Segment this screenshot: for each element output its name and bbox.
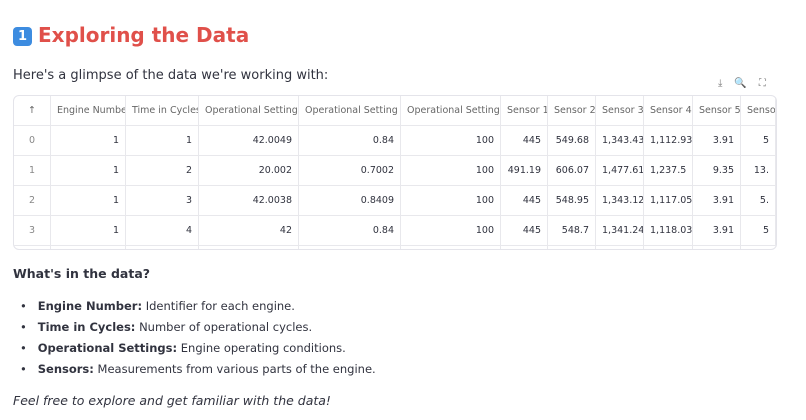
row-index: 4	[14, 246, 51, 249]
bullet-item: • Sensors: Measurements from various par…	[20, 362, 376, 376]
table-cell: 1,118.03	[644, 216, 693, 246]
table-cell: 1,341.24	[596, 216, 644, 246]
row-index: 1	[14, 156, 51, 186]
row-index: 3	[14, 216, 51, 246]
table-cell: 1,237.5	[644, 156, 693, 186]
bullet-label: Time in Cycles:	[37, 320, 136, 334]
column-header[interactable]: Sensor 2	[548, 96, 596, 126]
table-cell: 42.0038	[199, 186, 299, 216]
table-cell: 1,033.59	[644, 246, 693, 249]
table-cell: 3.91	[693, 126, 741, 156]
table-cell: 5	[741, 126, 776, 156]
column-header[interactable]: Operational Setting 1	[199, 96, 299, 126]
table-cell: 1	[51, 156, 126, 186]
bullet-label: Sensors:	[37, 362, 94, 376]
column-header[interactable]: Sensor 4	[644, 96, 693, 126]
table-cell: 445	[501, 126, 548, 156]
table-cell: 0.6207	[299, 246, 401, 249]
table-cell: 1,343.12	[596, 186, 644, 216]
table-cell: 5	[741, 216, 776, 246]
table-cell: 1	[51, 246, 126, 249]
table-cell: 3.91	[693, 216, 741, 246]
bullet-text: Number of operational cycles.	[139, 320, 313, 334]
table-cell: 1,117.05	[644, 186, 693, 216]
table-cell: 1	[51, 216, 126, 246]
table-cell: 42.0049	[199, 126, 299, 156]
column-header[interactable]: Operational Setting 3	[401, 96, 501, 126]
table-cell: 549.68	[548, 126, 596, 156]
column-header[interactable]: Sensor 1	[501, 96, 548, 126]
column-header[interactable]: Sensor 3	[596, 96, 644, 126]
heading-icon: 1	[13, 27, 32, 46]
heading-title: Exploring the Data	[38, 23, 250, 47]
table-cell: 2	[126, 156, 199, 186]
table-cell: 536.1	[548, 246, 596, 249]
table-cell: 1	[126, 126, 199, 156]
column-header[interactable]: Time in Cycles	[126, 96, 199, 126]
table-cell: 100	[401, 156, 501, 186]
table-cell: 1,112.93	[644, 126, 693, 156]
table-cell: 548.95	[548, 186, 596, 216]
table-cell: 3	[126, 186, 199, 216]
table-cell: 491.19	[501, 156, 548, 186]
column-header[interactable]: Senso	[741, 96, 776, 126]
table-cell: 1,255.23	[596, 246, 644, 249]
table-cell: 548.7	[548, 216, 596, 246]
bullet-item: • Time in Cycles: Number of operational …	[20, 320, 312, 334]
table-cell: 42	[199, 216, 299, 246]
table-cell: 1,343.43	[596, 126, 644, 156]
bullet-item: • Operational Settings: Engine operating…	[20, 341, 346, 355]
table-cell: 9.35	[693, 156, 741, 186]
row-index: 0	[14, 126, 51, 156]
bullet-text: Engine operating conditions.	[180, 341, 346, 355]
table-cell: 445	[501, 186, 548, 216]
column-header[interactable]: ↑	[14, 96, 51, 126]
table-cell: 7.05	[693, 246, 741, 249]
table-cell: 1	[51, 186, 126, 216]
bullet-dot: •	[20, 341, 38, 355]
table-cell: 100	[401, 216, 501, 246]
column-header[interactable]: Operational Setting 2	[299, 96, 401, 126]
table-cell: 3.91	[693, 186, 741, 216]
bullet-label: Engine Number:	[37, 299, 143, 313]
table-cell: 5	[126, 246, 199, 249]
table-cell: 4	[126, 216, 199, 246]
bullet-text: Identifier for each engine.	[145, 299, 295, 313]
section-title: What's in the data?	[13, 266, 150, 281]
table-cell: 100	[401, 126, 501, 156]
table-toolbar[interactable]: ⤓🔍⛶	[718, 78, 778, 89]
table-cell: 0.7002	[299, 156, 401, 186]
table-cell: 0.8409	[299, 186, 401, 216]
column-header[interactable]: Engine Number	[51, 96, 126, 126]
table-cell: 5.	[741, 186, 776, 216]
bullet-item: • Engine Number: Identifier for each eng…	[20, 299, 295, 313]
table-cell: 462.54	[501, 246, 548, 249]
table-cell: 0.84	[299, 216, 401, 246]
table-cell: 606.07	[548, 156, 596, 186]
table-cell: 1	[51, 126, 126, 156]
bullet-dot: •	[20, 362, 38, 376]
bullet-dot: •	[20, 299, 38, 313]
bullet-text: Measurements from various parts of the e…	[97, 362, 376, 376]
column-header[interactable]: Sensor 5	[693, 96, 741, 126]
intro-text: Here's a glimpse of the data we're worki…	[13, 68, 329, 83]
table-cell: 20.002	[199, 156, 299, 186]
row-index: 2	[14, 186, 51, 216]
bullet-label: Operational Settings:	[37, 341, 178, 355]
table-cell: 100	[401, 186, 501, 216]
bullet-dot: •	[20, 320, 38, 334]
table-cell: 25.0063	[199, 246, 299, 249]
table-cell: 60	[401, 246, 501, 249]
data-table[interactable]: ↑ Engine Number Time in Cycles Operational …	[13, 95, 777, 250]
table-cell: 1,477.61	[596, 156, 644, 186]
table-cell: 445	[501, 216, 548, 246]
table-cell: 0.84	[299, 126, 401, 156]
table-cell: 13.	[741, 156, 776, 186]
footer-text: Feel free to explore and get familiar wi…	[13, 393, 331, 408]
